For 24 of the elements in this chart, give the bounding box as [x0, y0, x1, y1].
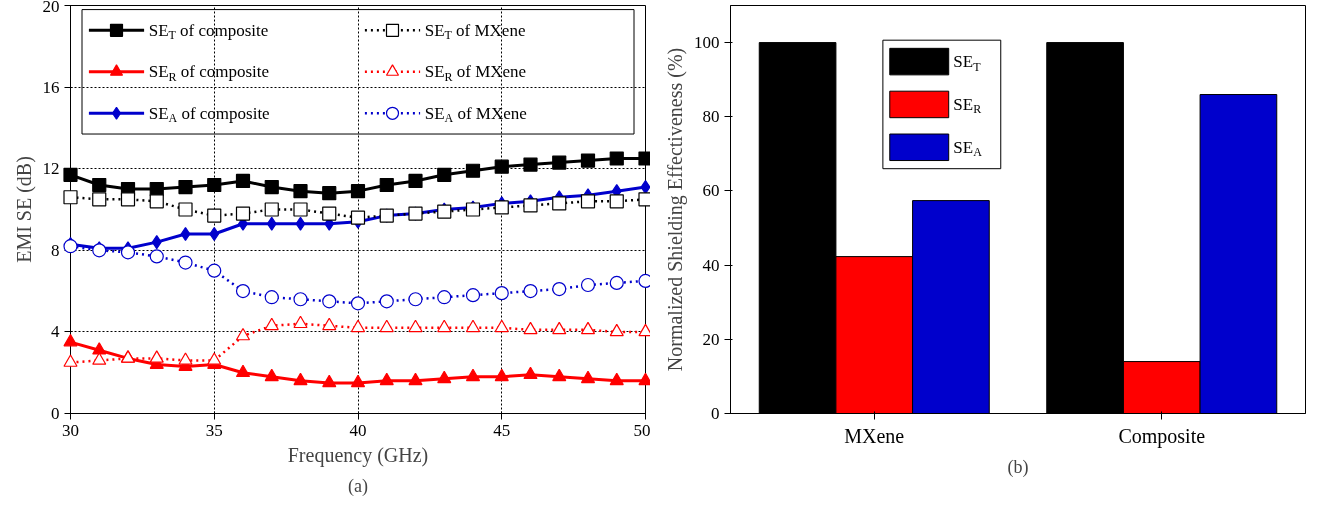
y-tick-label: 20	[42, 0, 60, 16]
y-tick-label: 16	[42, 77, 60, 97]
x-tick-label: Composite	[1118, 424, 1206, 448]
y-tick-label: 4	[51, 322, 60, 342]
y-tick-label: 40	[702, 255, 720, 275]
y-tick-label: 12	[42, 159, 60, 179]
x-tick-label: MXene	[844, 424, 905, 447]
y-tick-label: 0	[51, 404, 60, 423]
x-tick-label: 50	[633, 420, 651, 440]
x-tick-label: 30	[62, 420, 79, 440]
y-tick-label: 100	[694, 33, 720, 53]
y-tick-label: 8	[51, 240, 60, 260]
x-tick-label: 35	[205, 420, 223, 440]
x-tick-label: 45	[493, 420, 511, 440]
text: (b)	[1007, 456, 1029, 478]
y-axis-title: EMI SE (dB)	[12, 156, 36, 263]
y-axis-title: Normalized Shielding Effectiveness (%)	[664, 47, 687, 372]
y-tick-label: 80	[702, 107, 720, 127]
x-tick-label: 40	[349, 420, 367, 440]
x-axis-title: Frequency (GHz)	[287, 443, 429, 467]
y-tick-label: 20	[702, 329, 720, 349]
y-tick-label: 60	[702, 181, 720, 201]
y-tick-label: 0	[711, 404, 720, 423]
text: (a)	[348, 475, 368, 497]
